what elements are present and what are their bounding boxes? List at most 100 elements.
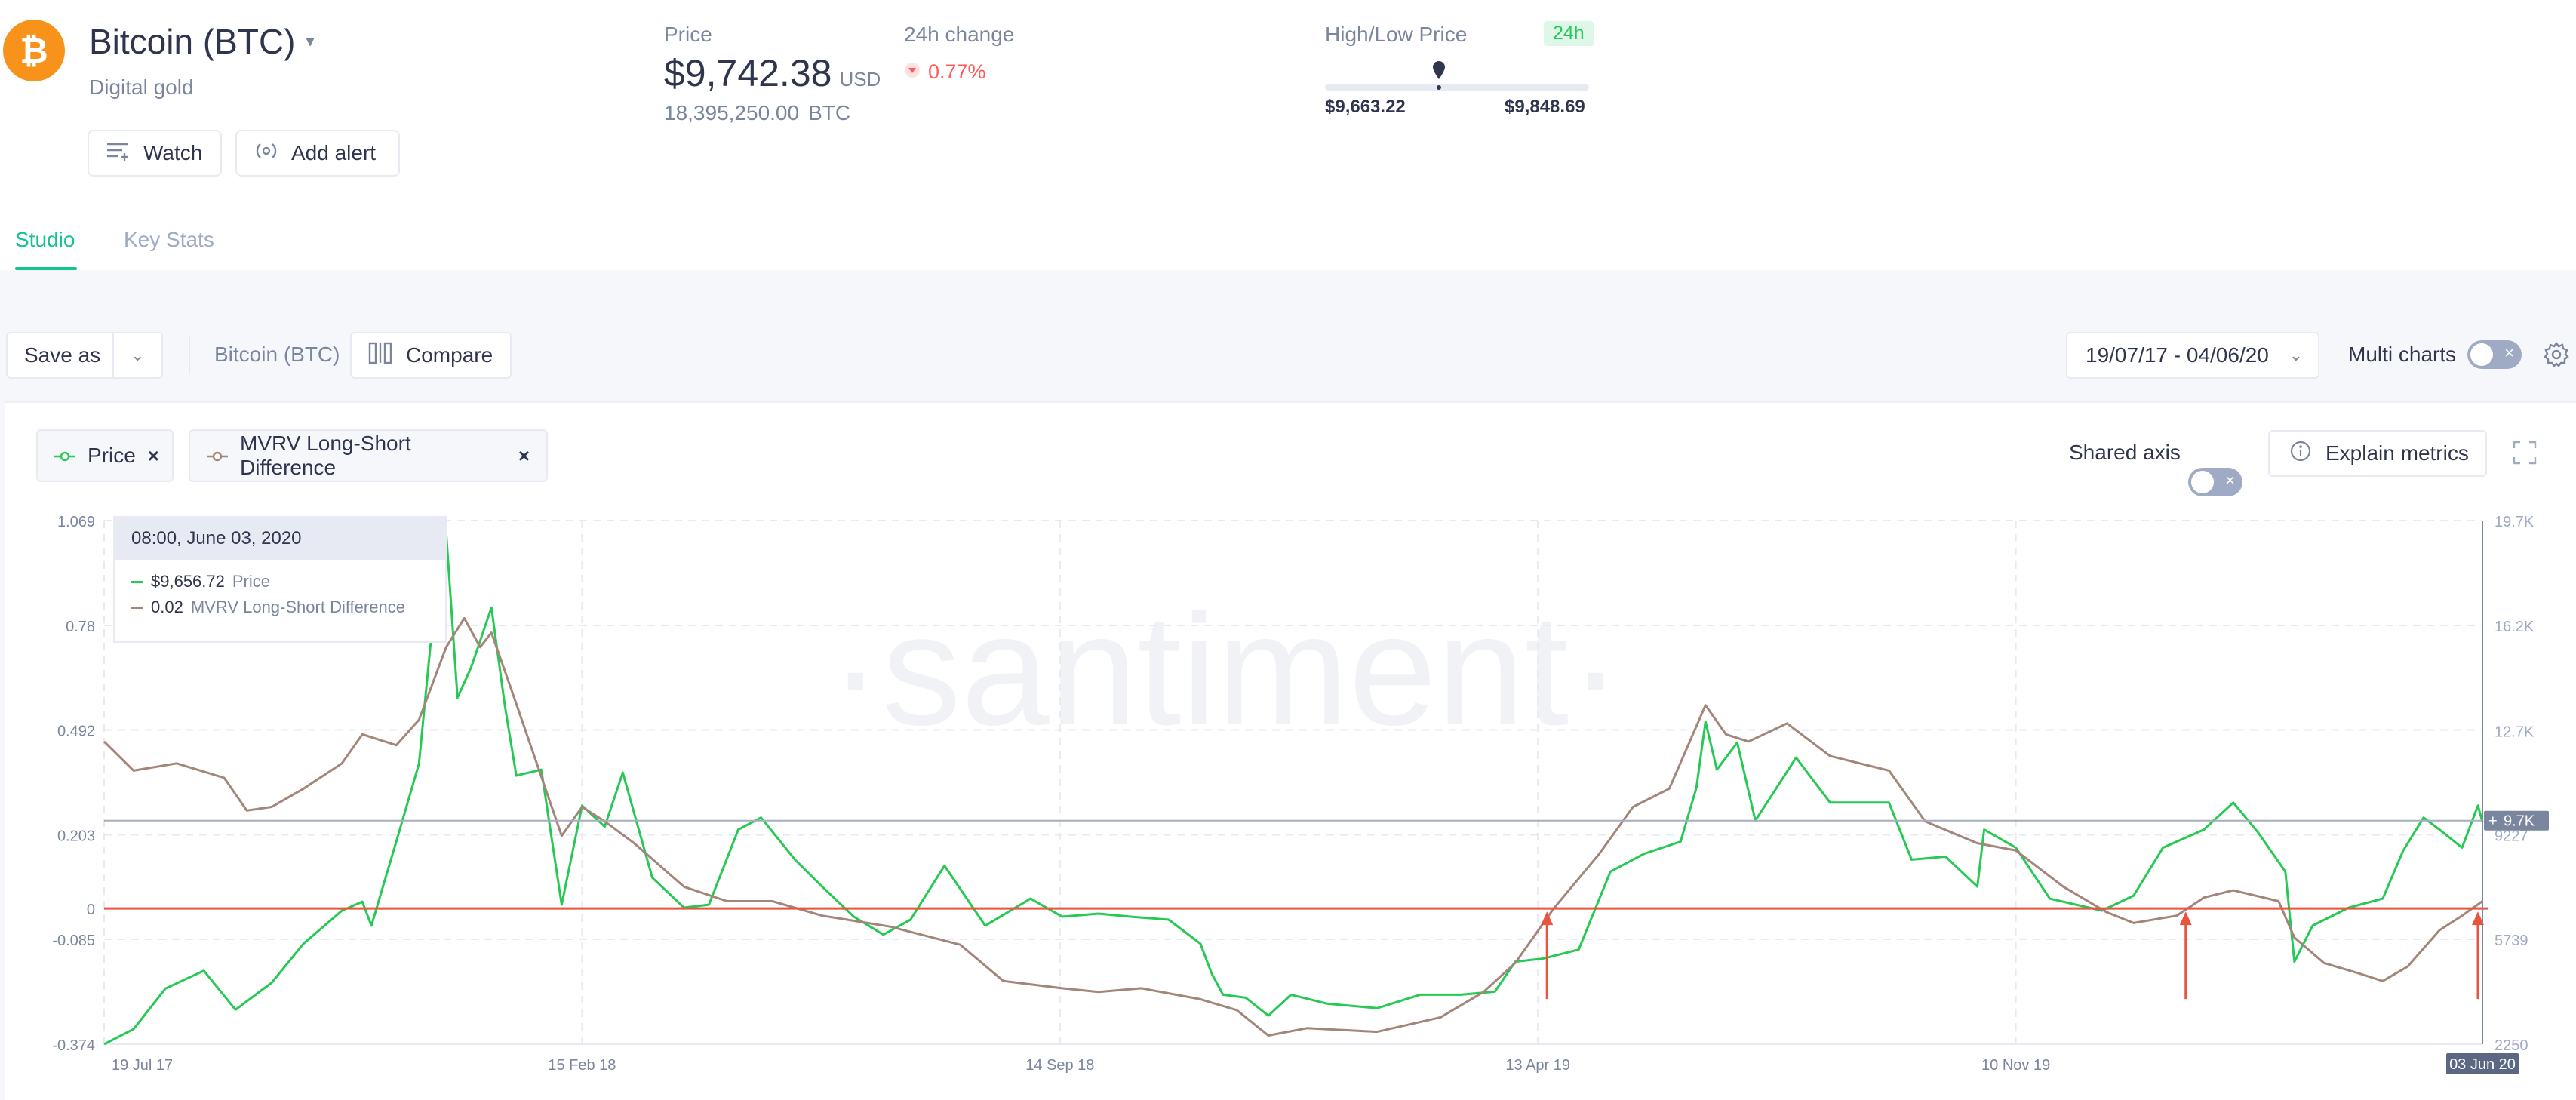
right-axis-tick: 19.7K [2495, 514, 2535, 530]
info-icon [2289, 440, 2312, 468]
right-axis-tick: 12.7K [2495, 724, 2535, 740]
metric-mvrv-label: MVRV Long-Short Difference [240, 432, 411, 479]
compare-label: Compare [406, 343, 493, 367]
price-label: Price [664, 23, 712, 46]
left-axis-tick: 0.203 [57, 828, 95, 844]
right-axis-tick: 9227 [2495, 828, 2528, 845]
save-as-divider [112, 333, 114, 378]
tab-studio[interactable]: Studio [15, 228, 75, 251]
shared-axis-toggle[interactable]: × [2188, 468, 2242, 496]
supply-unit: BTC [808, 101, 851, 124]
toggle-off-icon: × [2504, 343, 2514, 362]
low-value: $9,663.22 [1325, 97, 1406, 117]
price-value: $9,742.38 [664, 52, 832, 94]
add-alert-button[interactable]: Add alert [235, 130, 400, 177]
mvrv-series-line-icon [207, 444, 228, 468]
tooltip-price-swatch [131, 580, 143, 583]
high-low-range-track [1325, 84, 1589, 91]
x-axis-tick: 15 Feb 18 [548, 1057, 616, 1074]
right-axis-tick: 2250 [2495, 1037, 2528, 1054]
date-range-picker[interactable]: 19/07/17 - 04/06/20 ⌄ [2066, 332, 2319, 379]
toggle-off-icon: × [2225, 471, 2235, 490]
left-axis-tick: 1.069 [57, 514, 95, 530]
watch-button[interactable]: Watch [88, 130, 222, 177]
fullscreen-icon[interactable] [2513, 441, 2537, 469]
multi-charts-label: Multi charts [2348, 343, 2457, 366]
supply-row: 18,395,250.00 BTC [664, 101, 850, 125]
remove-metric-close-icon[interactable]: × [147, 444, 159, 467]
chevron-down-icon: ▾ [306, 32, 315, 51]
tooltip-date: 08:00, June 03, 2020 [115, 518, 445, 560]
asset-title: Bitcoin (BTC) [89, 22, 296, 61]
metric-pill-price[interactable]: Price × [36, 429, 174, 482]
left-axis-tick: 0.492 [57, 724, 95, 740]
toolbar-divider [189, 336, 190, 374]
change-label: 24h change [904, 23, 1015, 46]
price-row: $9,742.38 USD [664, 51, 881, 95]
list-add-icon [106, 141, 131, 166]
right-axis-tick: 16.2K [2495, 619, 2535, 635]
alert-signal-icon [254, 140, 279, 167]
chart-canvas[interactable]: ·santiment· 1.069 0.78 0.492 0.203 0 -0.085 -0.… [0, 498, 2576, 1100]
x-axis-tick: 13 Apr 19 [1505, 1057, 1570, 1074]
compare-button[interactable]: Compare [350, 332, 512, 379]
tooltip-row-price: $9,656.72 Price [115, 569, 445, 595]
range-current-dot [1436, 85, 1441, 90]
multi-charts-toggle[interactable]: × [2467, 340, 2522, 369]
current-price-badge [2484, 810, 2549, 831]
crosshair-date-badge [2446, 1053, 2519, 1074]
remove-metric-close-icon[interactable]: × [518, 444, 530, 467]
asset-subtitle: Digital gold [89, 75, 194, 99]
tooltip-price-value: $9,656.72 [151, 572, 225, 591]
settings-gear-icon[interactable] [2543, 341, 2570, 372]
save-as-group: Save as ⌄ [6, 332, 163, 379]
bitcoin-logo: ₿ [3, 20, 65, 81]
tooltip-mvrv-name: MVRV Long-Short Difference [190, 598, 405, 616]
bitcoin-logo-glyph: ₿ [20, 30, 48, 71]
high-low-label: High/Low Price [1325, 23, 1468, 46]
add-alert-label: Add alert [291, 141, 377, 164]
crosshair-date-label: 03 Jun 20 [2449, 1056, 2516, 1073]
x-axis-tick: 19 Jul 17 [112, 1057, 173, 1074]
tab-key-stats[interactable]: Key Stats [124, 228, 214, 251]
change-value: 0.77% [928, 60, 986, 83]
current-price-badge-label: 9.7K [2504, 813, 2535, 830]
toggle-knob [2470, 343, 2493, 366]
metric-pill-mvrv[interactable]: MVRV Long-Short Difference × [189, 429, 548, 482]
period-badge: 24h [1544, 21, 1594, 46]
asset-selector[interactable]: Bitcoin (BTC) ▾ [89, 21, 315, 62]
toolbar-asset-label: Bitcoin (BTC) [214, 343, 340, 366]
tooltip-mvrv-value: 0.02 [151, 598, 183, 616]
active-tab-indicator [15, 267, 77, 270]
date-range-value: 19/07/17 - 04/06/20 [2086, 343, 2269, 367]
left-axis-tick: 0 [87, 902, 95, 918]
range-pin-icon [1431, 60, 1446, 80]
explain-metrics-button[interactable]: Explain metrics [2268, 430, 2487, 477]
watch-label: Watch [143, 141, 203, 164]
annotation-arrow-head [1541, 911, 1554, 926]
high-value: $9,848.69 [1505, 97, 1585, 117]
metric-price-label: Price [88, 444, 136, 467]
chevron-down-icon: ⌄ [2289, 346, 2303, 364]
supply-value: 18,395,250.00 [664, 101, 800, 124]
watermark: ·santiment· [829, 581, 1622, 758]
save-as-dropdown-chevron-icon[interactable]: ⌄ [131, 346, 145, 364]
annotation-arrow-head [2179, 911, 2192, 926]
tooltip-mvrv-swatch [131, 606, 143, 609]
down-arrow-icon [904, 62, 921, 82]
price-series-line [103, 531, 2484, 1046]
save-as-button[interactable]: Save as [24, 343, 101, 367]
left-axis-tick: 0.78 [66, 619, 95, 635]
change-row: 0.77% [904, 60, 986, 84]
toggle-knob [2191, 471, 2214, 493]
left-axis-tick: -0.374 [52, 1037, 95, 1054]
tooltip-row-mvrv: 0.02 MVRV Long-Short Difference [115, 595, 445, 620]
shared-axis-label: Shared axis [2069, 441, 2181, 464]
annotation-arrow-head [2471, 911, 2484, 926]
x-axis-tick: 10 Nov 19 [1981, 1057, 2050, 1074]
right-axis-tick: 5739 [2495, 933, 2528, 949]
current-price-plus-icon: + [2488, 813, 2498, 830]
compare-columns-icon [368, 342, 392, 370]
x-axis-tick: 14 Sep 18 [1025, 1057, 1094, 1074]
explain-metrics-label: Explain metrics [2325, 441, 2469, 465]
